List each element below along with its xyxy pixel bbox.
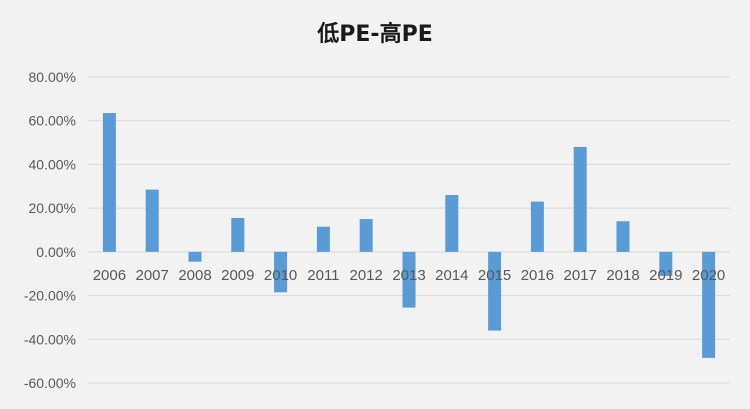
bar-2017: [573, 146, 587, 252]
gridlines: [88, 76, 730, 384]
y-axis-ticks: 80.00% 60.00% 40.00% 20.00% 0.00% -20.00% -40.…: [24, 69, 76, 391]
bar-2014: [445, 195, 459, 252]
x-tick-label: 2009: [221, 267, 254, 284]
bars: [102, 113, 716, 358]
bar-2006: [102, 113, 116, 252]
y-tick-label: -40.00%: [24, 331, 76, 347]
y-tick-label: -60.00%: [24, 375, 76, 391]
bar-2010: [274, 251, 288, 293]
x-tick-label: 2020: [692, 267, 725, 284]
y-tick-label: -20.00%: [24, 288, 76, 304]
y-tick-label: 40.00%: [29, 156, 76, 172]
chart-title: 低PE-高PE: [316, 21, 432, 47]
x-axis-ticks: 2006 2007 2008 2009 2010 2011 2012 2013 2014 2015…: [93, 267, 726, 284]
bar-2015: [488, 251, 502, 331]
bar-2019: [659, 251, 673, 276]
bar-2007: [145, 189, 159, 252]
y-tick-label: 20.00%: [29, 200, 76, 216]
bar-2011: [316, 226, 330, 252]
x-tick-label: 2016: [521, 267, 554, 284]
x-tick-label: 2013: [392, 267, 425, 284]
x-tick-label: 2019: [649, 267, 682, 284]
x-tick-label: 2006: [93, 267, 126, 284]
bar-2016: [530, 201, 544, 252]
bar-2012: [359, 219, 373, 252]
bar-2009: [231, 217, 245, 252]
x-tick-label: 2012: [350, 267, 383, 284]
bar-2020: [702, 251, 716, 358]
y-tick-label: 60.00%: [29, 113, 76, 129]
x-tick-label: 2017: [564, 267, 597, 284]
y-tick-label: 80.00%: [29, 69, 76, 85]
x-tick-label: 2011: [307, 267, 339, 284]
bar-2018: [616, 221, 630, 252]
x-tick-label: 2018: [606, 267, 639, 284]
x-tick-label: 2010: [264, 267, 297, 284]
bar-2008: [188, 251, 202, 262]
x-tick-label: 2015: [478, 267, 511, 284]
y-tick-label: 0.00%: [36, 244, 76, 260]
bar-2013: [402, 251, 416, 308]
x-tick-label: 2014: [435, 267, 468, 284]
x-tick-label: 2008: [178, 267, 211, 284]
x-tick-label: 2007: [136, 267, 169, 284]
